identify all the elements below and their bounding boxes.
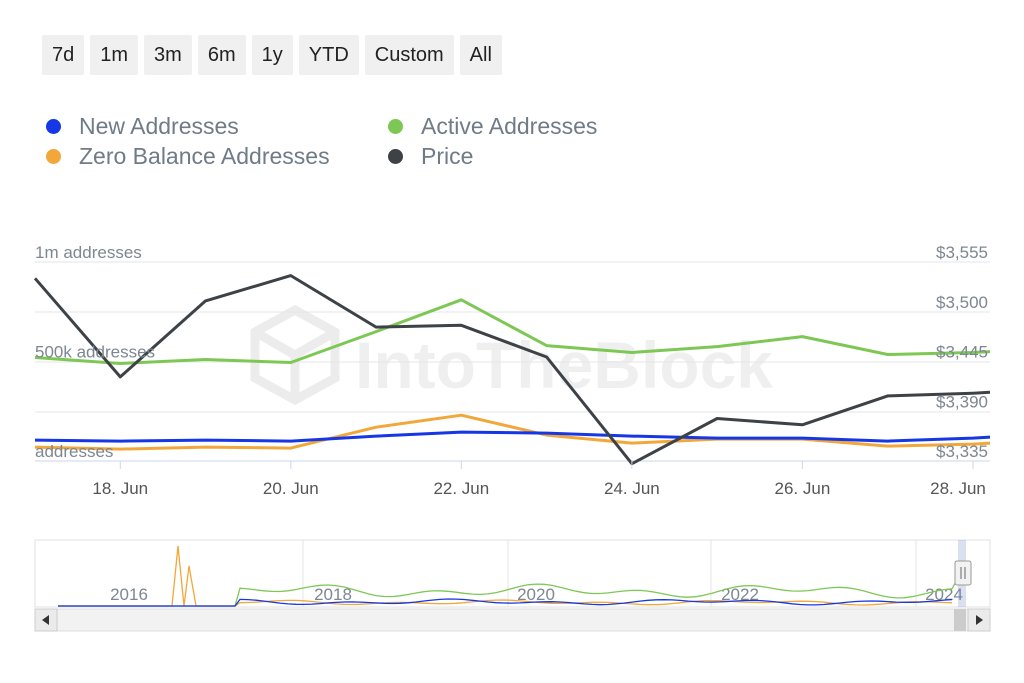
y-right-tick-label: $3,390 <box>936 392 988 411</box>
legend-dot-icon <box>388 119 403 134</box>
y-left-tick-label: addresses <box>35 442 113 461</box>
legend-label: Active Addresses <box>421 113 598 139</box>
x-tick-label: 18. Jun <box>92 479 148 498</box>
x-tick-label: 24. Jun <box>604 479 660 498</box>
range-button-3m[interactable]: 3m <box>144 35 192 75</box>
legend-label: Price <box>421 143 474 169</box>
y-right-tick-label: $3,500 <box>936 293 988 312</box>
legend-dot-icon <box>388 149 403 164</box>
navigator-year-label: 2024 <box>925 585 963 604</box>
legend-item-active-addresses[interactable]: Active Addresses <box>388 113 597 140</box>
legend-dot-icon <box>46 119 61 134</box>
navigator-line-active <box>58 577 959 607</box>
legend-item-new-addresses[interactable]: New Addresses <box>46 113 239 140</box>
y-right-tick-label: $3,335 <box>936 442 988 461</box>
x-tick-label: 22. Jun <box>433 479 489 498</box>
navigator-year-label: 2018 <box>314 585 352 604</box>
range-button-6m[interactable]: 6m <box>197 35 246 75</box>
legend-item-zero-balance-addresses[interactable]: Zero Balance Addresses <box>46 143 330 170</box>
series-line-price <box>33 274 991 466</box>
series-line-active-addresses <box>34 298 991 365</box>
range-button-1m[interactable]: 1m <box>90 35 139 75</box>
scrollbar-thumb[interactable] <box>954 609 966 631</box>
legend-dot-icon <box>46 149 61 164</box>
legend-label: New Addresses <box>79 113 239 139</box>
x-tick-label: 28. Jun <box>930 479 986 498</box>
arrow-right-icon <box>976 615 983 625</box>
x-tick-label: 26. Jun <box>775 479 831 498</box>
navigator-handle[interactable] <box>954 560 972 586</box>
watermark-text: IntoTheBlock <box>355 328 773 402</box>
navigator-line-new <box>58 598 953 607</box>
chart-legend: New Addresses Active Addresses Zero Bala… <box>46 113 686 177</box>
legend-label: Zero Balance Addresses <box>79 143 330 169</box>
range-button-1y[interactable]: 1y <box>251 35 293 75</box>
watermark: IntoTheBlock <box>250 304 773 406</box>
range-button-all[interactable]: All <box>459 35 502 75</box>
legend-item-price[interactable]: Price <box>388 143 473 170</box>
navigator-line-zero <box>58 545 953 607</box>
scrollbar-track <box>34 608 991 632</box>
range-button-ytd[interactable]: YTD <box>298 35 359 75</box>
watermark-logo-icon <box>250 304 340 406</box>
arrow-left-icon <box>42 615 49 625</box>
y-right-tick-label: $3,445 <box>936 343 988 362</box>
series-line-zero-balance-addresses <box>34 413 991 451</box>
y-left-tick-label: 500k addresses <box>35 343 155 362</box>
navigator-year-label: 2020 <box>517 585 555 604</box>
range-button-7d[interactable]: 7d <box>42 35 85 75</box>
navigator-year-label: 2022 <box>721 585 759 604</box>
navigator-year-label: 2016 <box>110 585 148 604</box>
series-line-new-addresses <box>34 430 991 443</box>
y-left-tick-label: 1m addresses <box>35 243 142 262</box>
y-right-tick-label: $3,555 <box>936 243 988 262</box>
range-button-custom[interactable]: Custom <box>364 35 454 75</box>
range-selector: 7d 1m 3m 6m 1y YTD Custom All <box>42 35 502 75</box>
x-tick-label: 20. Jun <box>263 479 319 498</box>
